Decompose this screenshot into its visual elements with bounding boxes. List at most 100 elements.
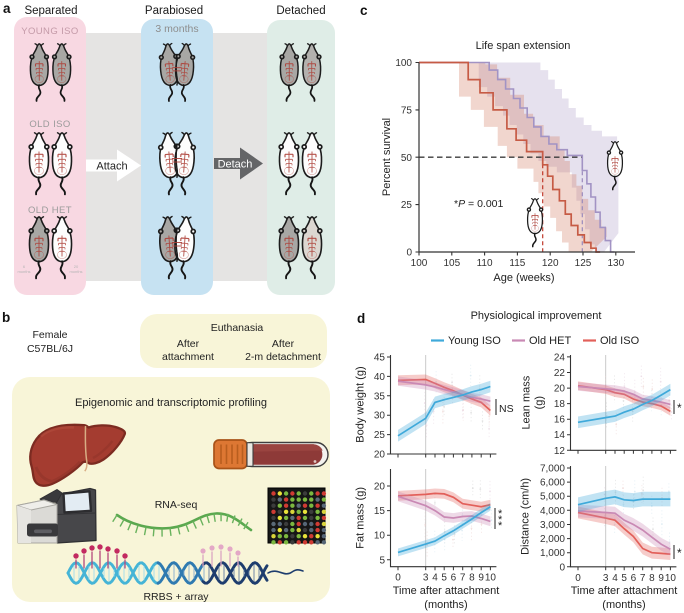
svg-text:Lean mass: Lean mass — [521, 375, 533, 429]
svg-text:RRBS + array: RRBS + array — [143, 591, 209, 603]
svg-text:5: 5 — [621, 573, 627, 584]
svg-text:7,000: 7,000 — [540, 464, 565, 475]
svg-text:100: 100 — [395, 58, 412, 69]
svg-text:3 months: 3 months — [155, 23, 198, 35]
svg-text:months: months — [69, 269, 82, 274]
svg-text:10: 10 — [374, 531, 386, 542]
svg-text:Female: Female — [32, 329, 67, 341]
svg-text:d: d — [357, 311, 365, 326]
svg-text:6: 6 — [23, 264, 26, 269]
svg-text:*: * — [498, 514, 503, 526]
svg-text:130: 130 — [607, 258, 624, 269]
svg-text:20: 20 — [554, 384, 566, 395]
svg-text:12: 12 — [554, 446, 566, 457]
svg-text:20: 20 — [374, 450, 386, 461]
svg-text:RNA-seq: RNA-seq — [155, 499, 198, 511]
svg-text:100: 100 — [411, 258, 428, 269]
svg-text:115: 115 — [509, 258, 525, 269]
svg-text:2-m detachment: 2-m detachment — [245, 351, 321, 363]
svg-text:25: 25 — [401, 200, 413, 211]
svg-text:105: 105 — [443, 258, 460, 269]
svg-text:30: 30 — [374, 411, 386, 422]
svg-text:Fat mass (g): Fat mass (g) — [355, 487, 367, 549]
svg-text:20: 20 — [74, 264, 79, 269]
svg-text:6,000: 6,000 — [540, 478, 565, 489]
svg-text:24: 24 — [554, 352, 566, 363]
svg-text:c: c — [360, 3, 368, 18]
svg-text:10: 10 — [665, 573, 677, 584]
svg-text:attachment: attachment — [162, 351, 214, 363]
svg-text:5: 5 — [379, 555, 385, 566]
svg-text:7: 7 — [640, 573, 646, 584]
svg-text:Euthanasia: Euthanasia — [211, 322, 264, 334]
svg-text:125: 125 — [575, 258, 592, 269]
svg-text:16: 16 — [554, 415, 566, 426]
svg-text:Time after attachment: Time after attachment — [393, 585, 500, 597]
svg-text:(g): (g) — [534, 396, 546, 409]
svg-text:20: 20 — [374, 482, 386, 493]
svg-text:4: 4 — [432, 573, 438, 584]
svg-text:Percent survival: Percent survival — [381, 118, 393, 196]
svg-text:0: 0 — [559, 562, 565, 573]
svg-text:4: 4 — [612, 573, 618, 584]
svg-text:22: 22 — [554, 368, 566, 379]
svg-text:3,000: 3,000 — [540, 520, 565, 531]
svg-text:10: 10 — [485, 573, 497, 584]
svg-text:0: 0 — [395, 573, 401, 584]
svg-text:Separated: Separated — [24, 5, 77, 17]
svg-text:After: After — [272, 338, 295, 350]
svg-text:(months): (months) — [602, 599, 645, 611]
svg-text:*: * — [498, 520, 503, 532]
svg-text:0: 0 — [575, 573, 581, 584]
svg-text:months: months — [17, 269, 30, 274]
svg-text:Epigenomic and transcriptomic: Epigenomic and transcriptomic profiling — [75, 397, 267, 409]
svg-text:5: 5 — [441, 573, 447, 584]
svg-text:*P = 0.001: *P = 0.001 — [454, 198, 504, 210]
svg-text:Physiological improvement: Physiological improvement — [471, 310, 602, 322]
svg-text:OLD ISO: OLD ISO — [29, 119, 70, 130]
svg-text:1,000: 1,000 — [540, 548, 565, 559]
svg-text:Distance (cm/h): Distance (cm/h) — [520, 478, 532, 555]
svg-text:2,000: 2,000 — [540, 534, 565, 545]
svg-text:(months): (months) — [424, 599, 467, 611]
svg-text:40: 40 — [374, 372, 386, 383]
svg-text:Age (weeks): Age (weeks) — [493, 272, 554, 284]
svg-text:Life span extension: Life span extension — [476, 40, 571, 52]
svg-text:Old HET: Old HET — [529, 335, 571, 347]
svg-text:Old ISO: Old ISO — [600, 335, 640, 347]
svg-text:Young ISO: Young ISO — [448, 335, 501, 347]
svg-text:3: 3 — [603, 573, 609, 584]
svg-text:b: b — [2, 310, 10, 325]
svg-text:120: 120 — [542, 258, 559, 269]
svg-text:Parabiosed: Parabiosed — [145, 5, 203, 17]
svg-text:Attach: Attach — [96, 161, 127, 173]
svg-text:After: After — [177, 338, 200, 350]
svg-text:*: * — [677, 401, 682, 415]
svg-text:5,000: 5,000 — [540, 492, 565, 503]
svg-text:3: 3 — [423, 573, 429, 584]
svg-text:7: 7 — [460, 573, 466, 584]
svg-text:9: 9 — [478, 573, 484, 584]
svg-text:14: 14 — [554, 430, 566, 441]
svg-text:15: 15 — [374, 506, 386, 517]
svg-text:9: 9 — [658, 573, 664, 584]
svg-text:6: 6 — [451, 573, 457, 584]
svg-text:35: 35 — [374, 391, 386, 402]
svg-text:6: 6 — [631, 573, 637, 584]
svg-text:NS: NS — [499, 403, 514, 415]
svg-text:18: 18 — [554, 399, 566, 410]
svg-text:0: 0 — [406, 248, 412, 259]
svg-text:Detach: Detach — [218, 159, 253, 171]
svg-text:45: 45 — [374, 353, 386, 364]
svg-text:110: 110 — [477, 258, 493, 269]
svg-text:*: * — [677, 546, 682, 560]
svg-text:4,000: 4,000 — [540, 506, 565, 517]
svg-text:Time after attachment: Time after attachment — [571, 585, 678, 597]
svg-text:8: 8 — [649, 573, 655, 584]
svg-text:8: 8 — [469, 573, 475, 584]
svg-text:a: a — [3, 1, 11, 16]
svg-text:OLD HET: OLD HET — [28, 205, 72, 216]
svg-text:75: 75 — [401, 105, 413, 116]
svg-text:Detached: Detached — [276, 5, 325, 17]
svg-text:C57BL/6J: C57BL/6J — [27, 343, 73, 355]
